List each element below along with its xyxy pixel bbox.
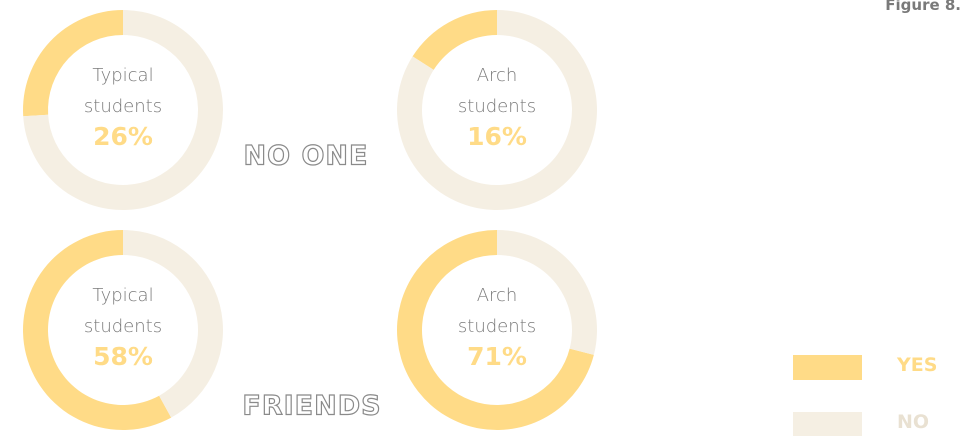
donut-segment — [23, 230, 172, 430]
group-label: FRIENDS — [242, 391, 381, 422]
value-label: 26% — [93, 122, 153, 151]
value-label: 16% — [467, 122, 527, 151]
donut-segment — [497, 230, 597, 355]
value-label: 71% — [467, 342, 527, 371]
group-label: NO ONE — [244, 141, 369, 172]
value-label: 58% — [93, 342, 153, 371]
donut-segment — [123, 230, 223, 418]
donut-segment — [412, 10, 497, 70]
legend-swatch — [793, 412, 862, 436]
donut-title: Arch students — [457, 285, 537, 337]
donut-title: Typical students — [83, 65, 163, 117]
donut-title: Typical students — [83, 285, 163, 337]
donut-segment — [22, 10, 123, 117]
legend-label: NO — [897, 411, 930, 433]
figure-label: Figure 8. — [885, 0, 961, 14]
donut-title: Arch students — [457, 65, 537, 117]
legend-swatch — [793, 355, 862, 380]
legend-label: YES — [897, 354, 938, 376]
